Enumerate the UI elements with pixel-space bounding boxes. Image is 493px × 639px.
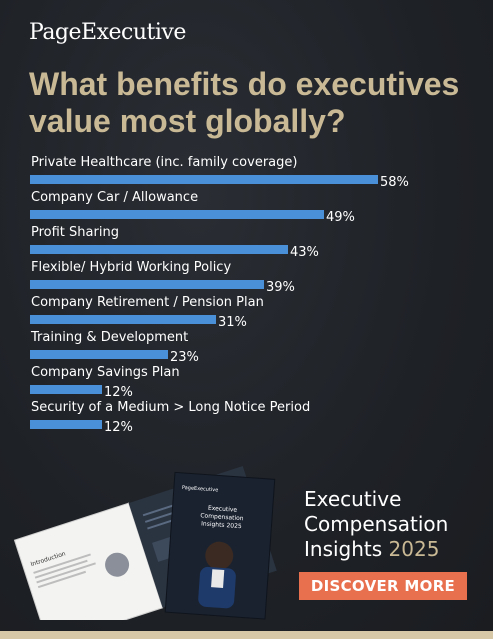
category-label: Company Retirement / Pension Plan <box>31 295 264 310</box>
category-label: Company Savings Plan <box>31 365 180 380</box>
cta-title-line1: Executive <box>304 487 402 511</box>
svg-text:Insights 2025: Insights 2025 <box>201 520 242 530</box>
footer-bar <box>0 631 493 639</box>
category-label: Training & Development <box>30 330 188 345</box>
bar <box>30 175 378 184</box>
value-label: 58% <box>380 175 409 190</box>
category-label: Private Healthcare (inc. family coverage… <box>31 155 297 170</box>
bar <box>30 280 264 289</box>
category-label: Security of a Medium > Long Notice Perio… <box>31 400 310 415</box>
category-label: Flexible/ Hybrid Working Policy <box>31 260 231 275</box>
svg-text:Compensation: Compensation <box>200 512 244 522</box>
bar <box>30 210 324 219</box>
discover-more-button[interactable]: DISCOVER MORE <box>299 572 467 600</box>
bar <box>30 350 168 359</box>
value-label: 49% <box>326 210 355 225</box>
value-label: 23% <box>170 350 199 365</box>
cta-title-line2: Compensation <box>304 512 449 536</box>
cta-title-line3a: Insights <box>304 537 383 561</box>
benefits-bar-chart: Private Healthcare (inc. family coverage… <box>0 150 493 440</box>
headline: What benefits do executives value most g… <box>29 66 460 139</box>
bar <box>30 420 102 429</box>
cover-brand: PageExecutive <box>182 485 219 494</box>
value-label: 39% <box>266 280 295 295</box>
chart-svg: Private Healthcare (inc. family coverage… <box>30 155 409 435</box>
svg-text:Executive: Executive <box>208 505 238 514</box>
report-book-image: Introduction PageExecutive Executive Com… <box>13 466 277 620</box>
value-label: 12% <box>104 420 133 435</box>
cta-title-year: 2025 <box>388 537 440 561</box>
cta-title: Executive Compensation Insights 2025 <box>304 487 448 562</box>
bar <box>30 315 216 324</box>
bar <box>30 245 288 254</box>
value-label: 12% <box>104 385 133 400</box>
bar <box>30 385 102 394</box>
category-label: Company Car / Allowance <box>31 190 198 205</box>
brand-logo[interactable]: PageExecutive <box>29 20 186 45</box>
value-label: 31% <box>218 315 247 330</box>
category-label: Profit Sharing <box>31 225 119 240</box>
value-label: 43% <box>290 245 319 260</box>
